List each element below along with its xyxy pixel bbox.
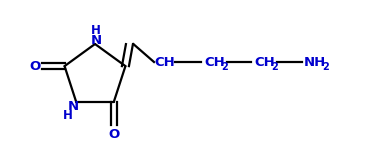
Text: H: H xyxy=(63,109,73,122)
Text: CH: CH xyxy=(155,56,175,69)
Text: N: N xyxy=(90,34,102,47)
Text: H: H xyxy=(91,24,101,37)
Text: CH: CH xyxy=(255,56,275,69)
Text: CH: CH xyxy=(205,56,225,69)
Text: O: O xyxy=(108,128,119,141)
Text: NH: NH xyxy=(304,56,326,69)
Text: N: N xyxy=(68,100,79,113)
Text: O: O xyxy=(29,60,40,73)
Text: 2: 2 xyxy=(222,62,228,72)
Text: 2: 2 xyxy=(272,62,279,72)
Text: 2: 2 xyxy=(323,62,329,72)
